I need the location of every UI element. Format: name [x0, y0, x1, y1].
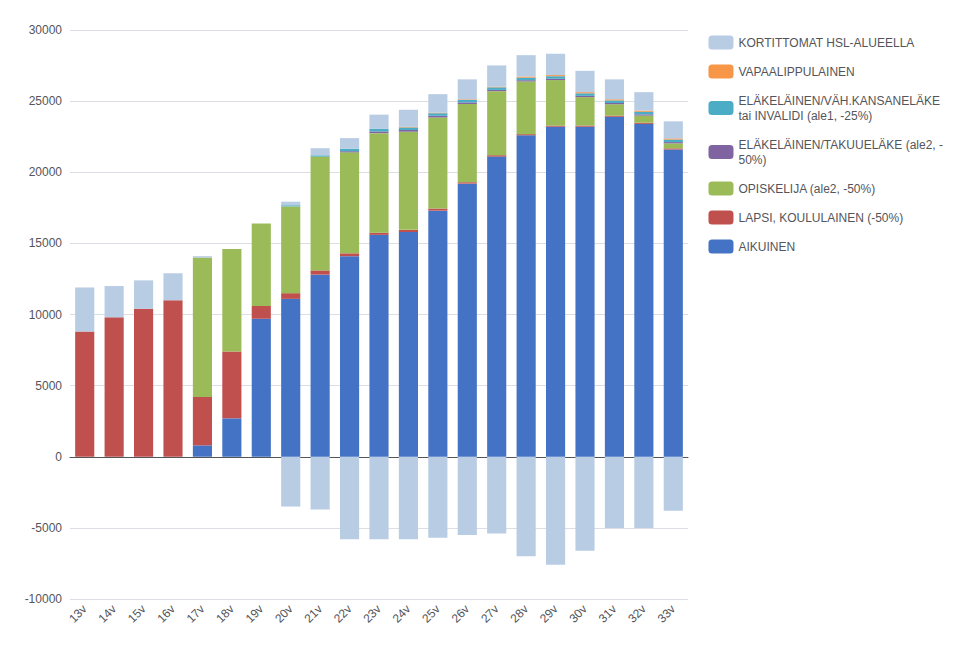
svg-text:ELÄKELÄINEN/VÄH.KANSANELÄKE: ELÄKELÄINEN/VÄH.KANSANELÄKE	[738, 94, 939, 108]
svg-text:ELÄKELÄINEN/TAKUUELÄKE (ale2,: ELÄKELÄINEN/TAKUUELÄKE (ale2, -	[738, 138, 943, 152]
svg-text:21v: 21v	[302, 602, 326, 626]
svg-text:LAPSI, KOULULAINEN (-50%): LAPSI, KOULULAINEN (-50%)	[738, 211, 903, 225]
svg-text:33v: 33v	[655, 602, 679, 626]
svg-text:22v: 22v	[331, 602, 355, 626]
svg-text:50%): 50%)	[738, 153, 766, 167]
svg-text:30v: 30v	[566, 602, 590, 626]
svg-text:-5000: -5000	[31, 521, 62, 535]
svg-text:14v: 14v	[96, 602, 120, 626]
svg-text:26v: 26v	[449, 602, 473, 626]
svg-text:27v: 27v	[478, 602, 502, 626]
svg-text:32v: 32v	[625, 602, 649, 626]
svg-text:28v: 28v	[508, 602, 532, 626]
svg-text:20v: 20v	[272, 602, 296, 626]
svg-text:10000: 10000	[29, 308, 63, 322]
svg-text:30000: 30000	[29, 23, 63, 37]
svg-text:KORTITTOMAT HSL-ALUEELLA: KORTITTOMAT HSL-ALUEELLA	[738, 36, 914, 50]
svg-text:31v: 31v	[596, 602, 620, 626]
svg-text:19v: 19v	[243, 602, 267, 626]
svg-text:15000: 15000	[29, 236, 63, 250]
svg-text:17v: 17v	[184, 602, 208, 626]
svg-text:25000: 25000	[29, 94, 63, 108]
svg-text:AIKUINEN: AIKUINEN	[738, 240, 795, 254]
svg-text:0: 0	[55, 450, 62, 464]
svg-text:OPISKELIJA (ale2, -50%): OPISKELIJA (ale2, -50%)	[738, 182, 875, 196]
svg-text:tai INVALIDI (ale1, -25%): tai INVALIDI (ale1, -25%)	[738, 109, 872, 123]
svg-text:15v: 15v	[125, 602, 149, 626]
svg-text:-10000: -10000	[25, 592, 63, 606]
svg-text:VAPAALIPPULAINEN: VAPAALIPPULAINEN	[738, 65, 854, 79]
svg-text:24v: 24v	[390, 602, 414, 626]
svg-text:23v: 23v	[360, 602, 384, 626]
svg-text:20000: 20000	[29, 165, 63, 179]
svg-text:16v: 16v	[154, 602, 178, 626]
svg-text:29v: 29v	[537, 602, 561, 626]
svg-text:13v: 13v	[66, 602, 90, 626]
svg-text:18v: 18v	[213, 602, 237, 626]
svg-text:25v: 25v	[419, 602, 443, 626]
svg-text:5000: 5000	[35, 379, 62, 393]
